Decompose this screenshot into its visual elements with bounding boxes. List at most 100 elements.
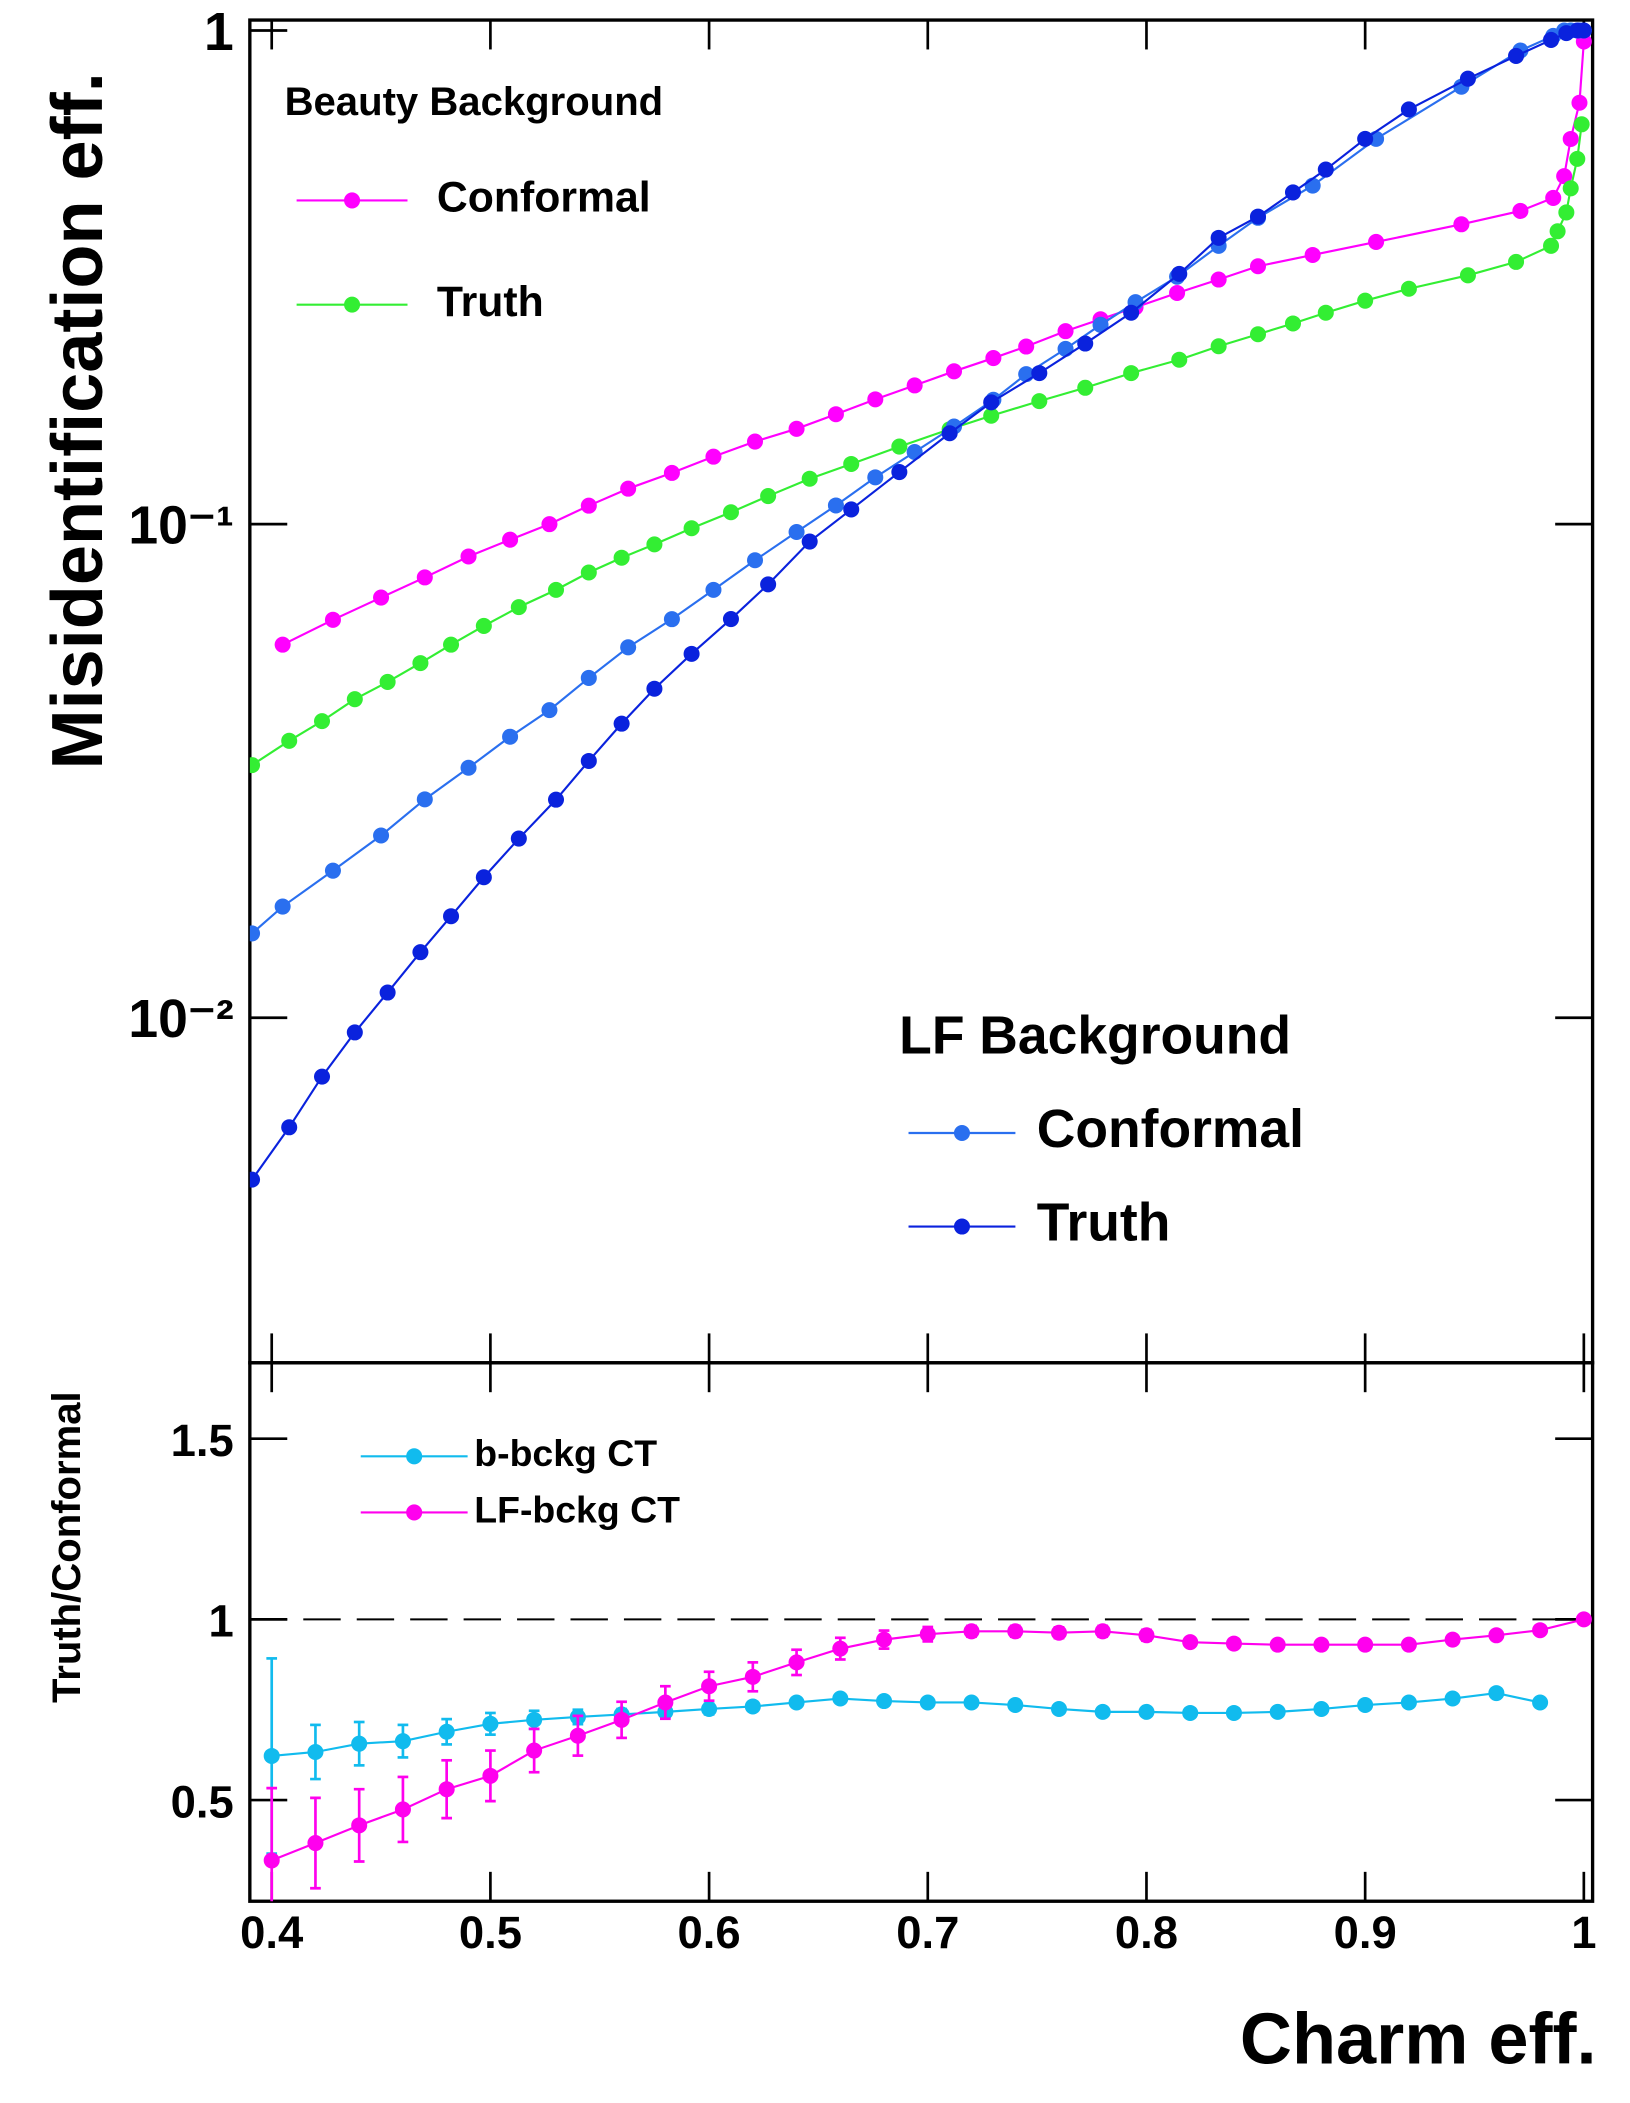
marker	[482, 1767, 499, 1784]
marker	[412, 944, 429, 961]
marker	[1123, 365, 1140, 382]
y-axis-label: Truth/Conformal	[45, 1391, 89, 1703]
marker	[701, 1700, 718, 1718]
marker	[832, 1690, 849, 1707]
marker	[683, 520, 700, 537]
marker	[416, 569, 433, 586]
marker	[263, 1747, 280, 1764]
marker	[1313, 1700, 1330, 1718]
marker	[541, 702, 558, 719]
marker	[1357, 1696, 1374, 1714]
marker	[438, 1781, 455, 1798]
marker	[663, 611, 680, 628]
marker	[443, 636, 460, 653]
marker	[832, 1640, 849, 1657]
marker	[985, 350, 1002, 367]
marker	[324, 862, 341, 879]
marker	[1138, 1627, 1155, 1644]
marker	[307, 1835, 324, 1852]
marker	[1444, 1631, 1461, 1648]
marker	[1543, 237, 1560, 254]
marker	[1210, 229, 1227, 246]
marker	[983, 394, 1000, 411]
marker	[580, 497, 597, 514]
marker	[613, 715, 630, 732]
marker	[1210, 338, 1227, 355]
marker	[867, 391, 884, 408]
marker	[1556, 168, 1573, 185]
marker	[1508, 253, 1525, 270]
marker	[891, 464, 908, 481]
marker	[801, 533, 818, 550]
marker	[510, 599, 527, 616]
marker	[379, 984, 396, 1001]
marker	[1488, 1685, 1505, 1702]
marker	[1123, 304, 1140, 321]
marker	[876, 1693, 893, 1710]
legend-marker	[953, 1124, 970, 1142]
marker	[788, 1694, 805, 1711]
y-tick-label: 10⁻¹	[128, 497, 233, 556]
marker	[1532, 1694, 1549, 1711]
marker	[705, 581, 722, 598]
marker	[843, 455, 860, 472]
marker	[502, 728, 519, 745]
marker	[438, 1723, 455, 1740]
series-line	[251, 29, 1584, 935]
marker	[1571, 94, 1588, 111]
marker	[1313, 1636, 1330, 1653]
x-tick-label: 0.5	[459, 1907, 522, 1958]
marker	[274, 636, 291, 653]
marker	[281, 1119, 298, 1136]
x-tick-label: 0.6	[678, 1907, 741, 1958]
marker	[983, 407, 1000, 424]
marker	[1169, 284, 1186, 301]
marker	[1400, 1636, 1417, 1653]
y-tick-label: 1	[209, 1596, 234, 1647]
marker	[722, 611, 739, 628]
marker	[394, 1733, 411, 1750]
marker	[281, 732, 298, 749]
marker	[963, 1623, 980, 1640]
marker	[1444, 1690, 1461, 1707]
marker	[1549, 223, 1566, 240]
marker	[906, 377, 923, 394]
marker	[541, 516, 558, 533]
legend-marker	[406, 1448, 423, 1465]
marker	[1532, 1622, 1549, 1639]
marker	[526, 1742, 543, 1759]
marker	[1400, 101, 1417, 118]
x-tick-label: 0.9	[1334, 1907, 1397, 1958]
marker	[760, 576, 777, 593]
y-tick-label: 10⁻²	[128, 990, 233, 1049]
marker	[722, 504, 739, 521]
marker	[373, 827, 390, 844]
marker	[946, 363, 963, 380]
marker	[1018, 338, 1035, 355]
marker	[1077, 379, 1094, 396]
marker	[646, 536, 663, 553]
bottom-frame	[248, 1361, 1595, 1903]
marker	[1249, 208, 1267, 225]
marker	[1459, 267, 1476, 284]
marker	[482, 1715, 499, 1732]
x-axis-label: Charm eff.	[1240, 1999, 1597, 2079]
marker	[346, 1024, 363, 1041]
marker	[416, 791, 433, 808]
legend-marker	[344, 296, 361, 313]
marker	[788, 1654, 805, 1671]
legend-label: Conformal	[437, 174, 651, 222]
marker	[657, 1694, 674, 1711]
marker	[1050, 1624, 1068, 1641]
x-tick-label: 0.4	[240, 1907, 304, 1958]
marker	[249, 1171, 261, 1188]
marker	[746, 433, 764, 450]
marker	[620, 639, 637, 656]
y-axis-label: Misidentification eff.	[38, 72, 118, 769]
marker	[1508, 47, 1525, 64]
marker	[394, 1801, 411, 1818]
marker	[1077, 335, 1094, 352]
marker	[1573, 116, 1590, 133]
marker	[1171, 351, 1188, 368]
